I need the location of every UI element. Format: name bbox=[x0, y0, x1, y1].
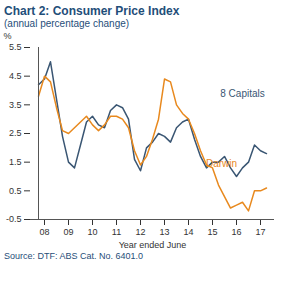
svg-text:4.5: 4.5 bbox=[9, 71, 22, 81]
svg-text:1.5: 1.5 bbox=[9, 157, 22, 167]
svg-text:17: 17 bbox=[255, 227, 265, 237]
svg-text:16: 16 bbox=[231, 227, 241, 237]
svg-text:2.5: 2.5 bbox=[9, 128, 22, 138]
svg-text:-0.5: -0.5 bbox=[6, 214, 22, 224]
svg-text:%: % bbox=[4, 31, 12, 41]
svg-text:09: 09 bbox=[63, 227, 73, 237]
svg-text:5.5: 5.5 bbox=[9, 42, 22, 52]
svg-text:14: 14 bbox=[183, 227, 193, 237]
svg-text:15: 15 bbox=[207, 227, 217, 237]
svg-text:10: 10 bbox=[87, 227, 97, 237]
html-text:(annual percentage change): (annual percentage change) bbox=[4, 18, 130, 29]
svg-text:3.5: 3.5 bbox=[9, 100, 22, 110]
svg-text:13: 13 bbox=[159, 227, 169, 237]
svg-text:08: 08 bbox=[39, 227, 49, 237]
svg-text:11: 11 bbox=[112, 227, 121, 237]
svg-text:Darwin: Darwin bbox=[206, 158, 237, 169]
html-text:Source: DTF: ABS Cat. No. 6401: Source: DTF: ABS Cat. No. 6401.0 bbox=[4, 251, 144, 261]
svg-text:12: 12 bbox=[135, 227, 145, 237]
svg-text:8 Capitals: 8 Capitals bbox=[220, 88, 264, 99]
svg-text:0.5: 0.5 bbox=[9, 186, 22, 196]
html-text:Chart 2: Consumer Price Index: Chart 2: Consumer Price Index bbox=[4, 4, 180, 18]
svg-text:Year ended June: Year ended June bbox=[119, 240, 187, 250]
